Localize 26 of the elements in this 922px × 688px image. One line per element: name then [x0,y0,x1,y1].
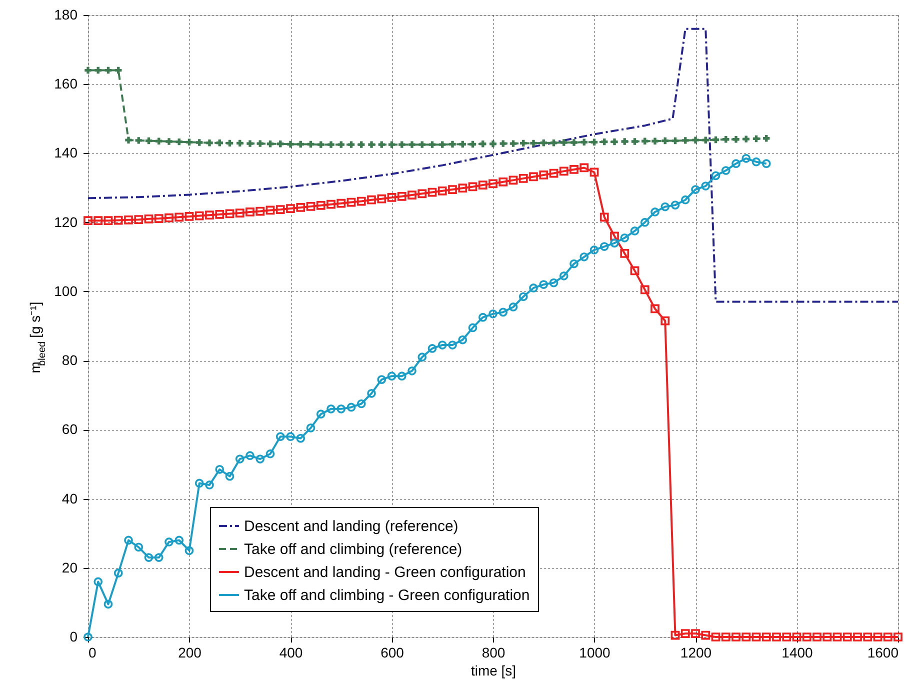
y-tick-label: 0 [70,628,78,644]
legend-label: Take off and climbing - Green configuration [244,587,530,604]
x-tick-label: 1600 [867,644,899,660]
line-series [87,28,899,303]
y-tick-label: 180 [54,6,78,22]
y-tick-label: 20 [62,559,78,576]
y-tick-label: 120 [54,214,78,230]
y-tick-label: 140 [54,144,78,161]
x-axis-title: time [s] [470,662,516,678]
x-tick-label: 800 [482,644,506,660]
y-tick-label: 100 [54,282,78,299]
y-tick-label: 160 [54,76,78,92]
x-tick-label: 1000 [579,644,611,660]
y-axis-title: mbleed [g s⁻¹] [27,302,48,374]
x-tick-label: 200 [178,644,202,660]
x-tick-label: 600 [380,644,404,660]
x-tick-label: 1400 [782,644,814,660]
y-tick-label: 40 [62,490,78,506]
legend-label: Descent and landing (reference) [244,518,458,535]
x-tick-label: 0 [88,644,96,660]
legend-label: Take off and climbing (reference) [244,541,462,558]
y-tick-label: 80 [62,352,78,368]
y-tick-label: 60 [62,421,78,438]
x-tick-label: 400 [279,644,303,660]
x-tick-label: 1200 [680,644,712,660]
legend-label: Descent and landing - Green configuration [244,564,526,581]
